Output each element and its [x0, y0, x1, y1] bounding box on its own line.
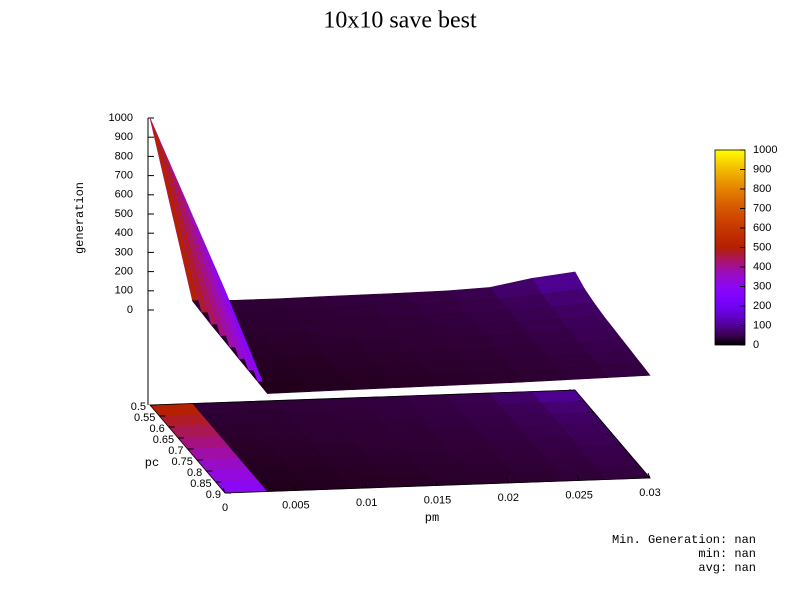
annotation: min: nan: [698, 547, 756, 561]
x-tick: [576, 475, 580, 481]
z-tick-label: 400: [115, 227, 133, 239]
colorbox-tick-label: 600: [753, 222, 771, 234]
x-tick: [293, 485, 297, 491]
z-tick-label: 800: [115, 150, 133, 162]
y-tick-label: 0.5: [131, 401, 146, 413]
colorbox-tick-label: 200: [753, 300, 771, 312]
x-tick-label: 0.03: [639, 487, 660, 499]
y-tick-label: 0.65: [153, 434, 174, 446]
surface-cell: [597, 363, 651, 378]
z-tick-label: 600: [115, 189, 133, 201]
y-tick-label: 0.9: [206, 489, 221, 501]
surface-cell: [149, 117, 203, 313]
colorbox-tick-label: 400: [753, 261, 771, 273]
z-tick-label: 900: [115, 131, 133, 143]
z-tick-label: 700: [115, 170, 133, 182]
y-tick-label: 0.7: [168, 445, 183, 457]
colorbox-tick-label: 800: [753, 183, 771, 195]
chart-title: 10x10 save best: [323, 8, 477, 34]
z-tick-label: 1000: [109, 112, 133, 124]
y-tick-label: 0.8: [187, 467, 202, 479]
colorbox-tick-label: 900: [753, 163, 771, 175]
y-tick-label: 0.75: [171, 456, 192, 468]
y-tick-label: 0.6: [149, 423, 164, 435]
x-tick: [505, 477, 509, 484]
x-tick: [647, 472, 651, 479]
colorbox-tick-label: 100: [753, 319, 771, 331]
surface-cell: [159, 139, 212, 325]
z-tick-label: 0: [127, 304, 133, 316]
annotation: Min. Generation: nan: [612, 533, 756, 547]
z-tick-label: 500: [115, 208, 133, 220]
x-tick-label: 0.015: [424, 494, 452, 506]
annotation: avg: nan: [698, 561, 756, 575]
y-tick-label: 0.55: [134, 412, 155, 424]
z-tick-label: 100: [115, 285, 133, 297]
x-tick-label: 0.025: [565, 489, 593, 501]
x-tick: [364, 482, 368, 489]
y-axis-label: pc: [145, 456, 159, 470]
x-tick-label: 0: [222, 502, 228, 514]
surface-cell: [168, 161, 221, 337]
colorbox-tick-label: 500: [753, 241, 771, 253]
colorbox-tick-label: 300: [753, 280, 771, 292]
colorbox-tick-label: 1000: [753, 144, 777, 156]
x-tick-label: 0.02: [498, 492, 519, 504]
z-tick-label: 200: [115, 266, 133, 278]
colorbox-tick-label: 0: [753, 339, 759, 351]
y-tick-label: 0.85: [190, 478, 211, 490]
x-tick: [435, 480, 438, 486]
x-tick-label: 0.005: [282, 499, 310, 511]
x-tick-label: 0.01: [356, 497, 377, 509]
z-axis-label: generation: [73, 182, 87, 254]
colorbox-tick-label: 700: [753, 202, 771, 214]
z-tick-label: 300: [115, 246, 133, 258]
x-axis-label: pm: [425, 511, 439, 525]
x-tick: [222, 487, 226, 494]
